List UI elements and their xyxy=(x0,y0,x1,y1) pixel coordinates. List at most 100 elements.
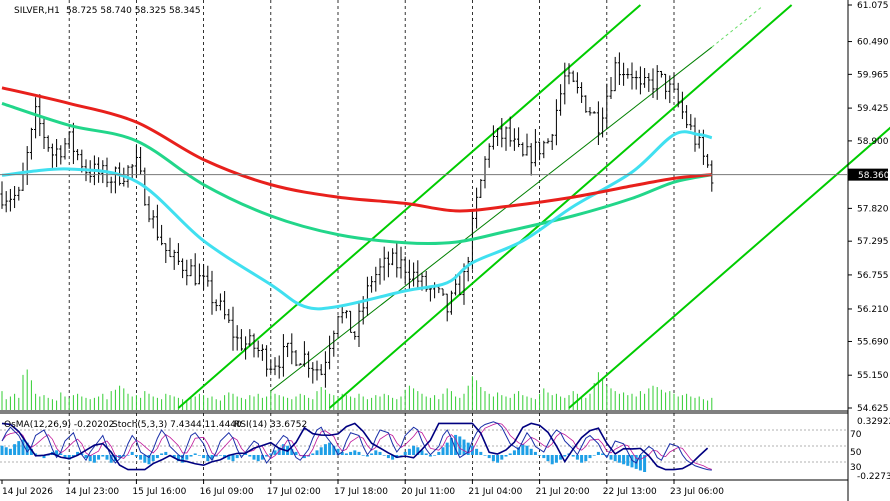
osma-bar xyxy=(34,453,38,455)
osma-bar xyxy=(491,455,495,462)
osma-bar xyxy=(227,455,231,460)
osma-bar xyxy=(323,444,327,455)
osma-bar xyxy=(521,444,525,455)
osma-bar xyxy=(445,442,449,455)
osma-bar xyxy=(248,455,252,457)
osma-bar xyxy=(424,453,428,455)
osma-bar xyxy=(407,448,411,455)
osma-bar xyxy=(428,455,432,457)
osma-bar xyxy=(533,451,537,455)
osma-bar xyxy=(386,455,390,459)
osma-bar xyxy=(487,455,491,459)
chart-title: SILVER,H1 xyxy=(14,6,60,16)
osma-bar xyxy=(122,455,126,457)
osma-bar xyxy=(529,448,533,455)
ma-layer xyxy=(1,86,713,311)
osma-bar xyxy=(105,455,109,460)
current-price-box xyxy=(848,168,888,181)
osma-bar xyxy=(462,439,466,455)
x-tick-label: 17 Jul 02:00 xyxy=(267,487,321,497)
osma-bar xyxy=(458,436,462,455)
osma-bar xyxy=(538,455,542,456)
osma-bar xyxy=(231,455,235,462)
osma-bar xyxy=(0,445,4,455)
osma-bar xyxy=(332,445,336,455)
osma-bar xyxy=(449,438,453,455)
osma-bar xyxy=(546,455,550,462)
osma-bar xyxy=(517,447,521,455)
osma-bar xyxy=(441,447,445,455)
y-tick-label: 59.965 xyxy=(857,70,889,80)
y-tick-label: 61.075 xyxy=(857,1,889,11)
osma-bar xyxy=(416,447,420,455)
osma-bar xyxy=(160,453,164,455)
osma-bar xyxy=(4,447,8,455)
osma-label: OsMA(12,26,9) -0.20202 xyxy=(4,420,114,430)
osma-bar xyxy=(252,455,256,460)
osma-bar xyxy=(71,455,75,457)
osma-bar xyxy=(59,453,63,455)
y-tick-label: 55.690 xyxy=(857,337,889,347)
osma-bar xyxy=(344,453,348,455)
osma-bar xyxy=(42,455,46,459)
osma-bar xyxy=(512,450,516,455)
ma-cyan-line xyxy=(1,130,713,311)
osma-bar xyxy=(189,455,193,457)
osma-bar xyxy=(315,450,319,455)
osma-bar xyxy=(155,455,159,459)
osma-bar xyxy=(584,455,588,462)
osma-bar xyxy=(613,455,617,462)
osma-bar xyxy=(319,447,323,455)
channel-line xyxy=(177,4,642,409)
osma-bar xyxy=(67,455,71,460)
osma-bar xyxy=(290,448,294,455)
osma-bar xyxy=(601,453,605,455)
osma-bar xyxy=(382,455,386,456)
x-tick-label: 20 Jul 11:00 xyxy=(401,487,455,497)
rsi-level-label: 30 xyxy=(850,463,862,473)
osma-bar xyxy=(172,455,176,459)
channel-line xyxy=(270,46,713,392)
rsi-line xyxy=(1,422,709,471)
osma-bar xyxy=(223,455,227,459)
current-price-label: 58.360 xyxy=(858,171,890,181)
osma-bar xyxy=(311,453,315,455)
osma-bar xyxy=(349,451,353,455)
osma-bar xyxy=(76,451,80,455)
x-tick-label: 21 Jul 20:00 xyxy=(536,487,590,497)
osma-bar xyxy=(559,455,563,460)
y-tick-label: 57.820 xyxy=(857,204,889,214)
y-tick-label: 55.150 xyxy=(857,371,889,381)
sub-layer: 0.32922 -0.22732 70 50 30 xyxy=(0,417,890,482)
x-tick-label: 17 Jul 18:00 xyxy=(334,487,388,497)
channel-line xyxy=(328,4,793,409)
rsi-level-label: 50 xyxy=(850,448,862,458)
channel-extension xyxy=(711,6,763,48)
osma-bar xyxy=(13,444,17,455)
x-tick-label: 14 Jul 23:00 xyxy=(65,487,119,497)
osma-bar xyxy=(592,455,596,456)
osma-bar xyxy=(508,453,512,455)
osma-bar xyxy=(302,455,306,459)
osma-bar xyxy=(88,455,92,462)
osma-bar xyxy=(437,451,441,455)
osma-bar xyxy=(626,455,630,466)
osma-bar xyxy=(336,448,340,455)
rsi-label: RSI(14) 33.6752 xyxy=(234,420,307,430)
osma-bar xyxy=(273,450,277,455)
osma-bar xyxy=(596,451,600,455)
osma-bar xyxy=(294,451,298,455)
ma-red-line xyxy=(1,86,712,213)
osma-bar xyxy=(210,455,214,460)
osma-bar xyxy=(588,455,592,459)
osma-bar xyxy=(17,441,21,455)
osma-bar xyxy=(365,455,369,457)
osma-bar xyxy=(454,434,458,455)
ma-green-line xyxy=(1,101,713,246)
y-tick-label: 54.625 xyxy=(857,404,889,414)
osma-bar xyxy=(630,455,634,468)
osma-bar xyxy=(554,455,558,463)
